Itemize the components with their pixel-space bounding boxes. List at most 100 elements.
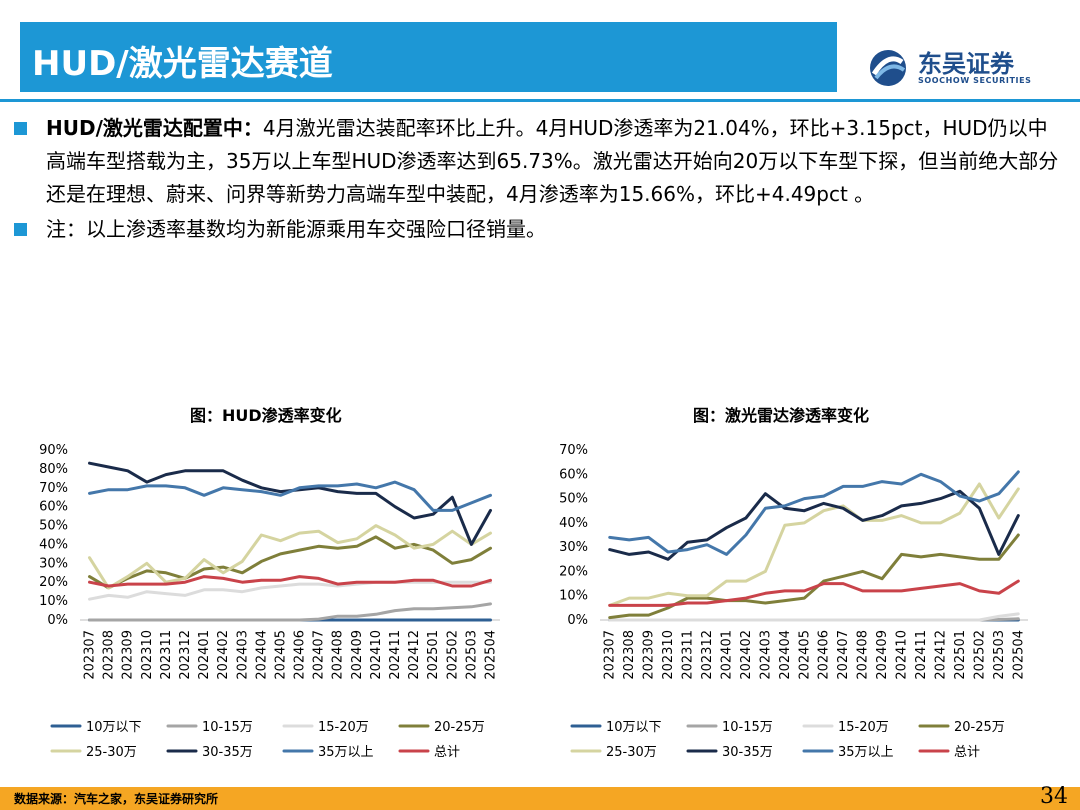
legend-label: 10-15万 bbox=[202, 720, 253, 735]
bullet-item: HUD/激光雷达配置中：4月激光雷达装配率环比上升。4月HUD渗透率为21.04… bbox=[14, 112, 1064, 211]
x-tick-label: 202501 bbox=[426, 630, 441, 680]
y-tick-label: 50% bbox=[39, 519, 68, 534]
bullet-list: HUD/激光雷达配置中：4月激光雷达装配率环比上升。4月HUD渗透率为21.04… bbox=[14, 112, 1064, 248]
x-tick-label: 202504 bbox=[1011, 630, 1026, 680]
y-tick-label: 30% bbox=[39, 556, 68, 571]
y-tick-label: 20% bbox=[559, 564, 588, 579]
y-tick-label: 30% bbox=[559, 540, 588, 555]
x-tick-label: 202502 bbox=[445, 630, 460, 680]
title-bar bbox=[20, 22, 837, 92]
x-tick-label: 202408 bbox=[331, 630, 346, 680]
x-tick-label: 202411 bbox=[388, 630, 403, 680]
bullet-square-icon bbox=[14, 122, 27, 135]
series-line bbox=[88, 480, 492, 512]
x-tick-label: 202403 bbox=[235, 630, 250, 680]
x-tick-label: 202501 bbox=[953, 630, 968, 680]
series-line bbox=[608, 482, 1020, 607]
x-tick-label: 202307 bbox=[603, 630, 618, 680]
legend-label: 15-20万 bbox=[838, 720, 889, 735]
x-tick-label: 202405 bbox=[273, 630, 288, 680]
series-line bbox=[88, 524, 492, 590]
legend-label: 25-30万 bbox=[606, 745, 657, 760]
legend-label: 10-15万 bbox=[722, 720, 773, 735]
data-source: 数据来源：汽车之家，东吴证券研究所 bbox=[14, 792, 219, 806]
y-tick-label: 70% bbox=[39, 481, 68, 496]
chart-title-lidar: 图：激光雷达渗透率变化 bbox=[693, 406, 870, 425]
y-tick-label: 60% bbox=[559, 467, 588, 482]
x-tick-label: 202407 bbox=[312, 630, 327, 680]
x-tick-label: 202310 bbox=[661, 630, 676, 680]
x-tick-label: 202311 bbox=[681, 630, 696, 680]
hud-penetration-chart: 0% 10% 20% 30% 40% 50% 60% 70% 80% 90% 202307 20230… bbox=[39, 443, 500, 760]
y-tick-label: 90% bbox=[39, 443, 68, 458]
series-line bbox=[88, 575, 492, 588]
bullet-square-icon bbox=[14, 223, 27, 236]
y-tick-label: 40% bbox=[559, 516, 588, 531]
legend-label: 20-25万 bbox=[434, 720, 485, 735]
logo-english-name: SOOCHOW SECURITIES bbox=[918, 76, 1032, 85]
x-tick-label: 202310 bbox=[140, 630, 155, 680]
legend-label: 15-20万 bbox=[318, 720, 369, 735]
y-tick-label: 10% bbox=[39, 594, 68, 609]
legend-label: 25-30万 bbox=[86, 745, 137, 760]
x-tick-label: 202502 bbox=[972, 630, 987, 680]
y-tick-label: 10% bbox=[559, 589, 588, 604]
bullet-lead: HUD/激光雷达配置中： bbox=[46, 116, 263, 140]
soochow-logo-icon bbox=[870, 50, 906, 86]
chart-title-hud: 图：HUD渗透率变化 bbox=[190, 406, 342, 425]
x-tick-label: 202308 bbox=[102, 630, 117, 680]
series-line bbox=[608, 470, 1020, 556]
x-tick-label: 202401 bbox=[719, 630, 734, 680]
x-tick-label: 202401 bbox=[197, 630, 212, 680]
page-number: 34 bbox=[1040, 784, 1068, 809]
x-tick-label: 202409 bbox=[875, 630, 890, 680]
y-tick-label: 50% bbox=[559, 492, 588, 507]
x-tick-label: 202410 bbox=[369, 630, 384, 680]
legend-label: 20-25万 bbox=[954, 720, 1005, 735]
y-tick-label: 40% bbox=[39, 537, 68, 552]
x-tick-label: 202412 bbox=[407, 630, 422, 680]
legend-label: 35万以上 bbox=[838, 745, 894, 760]
x-tick-label: 202409 bbox=[350, 630, 365, 680]
y-tick-label: 80% bbox=[39, 462, 68, 477]
series-line bbox=[608, 579, 1020, 607]
legend-label: 30-35万 bbox=[722, 745, 773, 760]
x-tick-label: 202404 bbox=[778, 630, 793, 680]
legend-label: 10万以下 bbox=[606, 720, 662, 735]
page-title: HUD/激光雷达赛道 bbox=[32, 44, 333, 84]
x-tick-label: 202312 bbox=[178, 630, 193, 680]
series-line bbox=[88, 461, 492, 546]
x-tick-label: 202503 bbox=[992, 630, 1007, 680]
x-tick-label: 202311 bbox=[159, 630, 174, 680]
bullet-item: 注：以上渗透率基数均为新能源乘用车交强险口径销量。 bbox=[14, 213, 1064, 246]
y-tick-label: 0% bbox=[47, 613, 68, 628]
x-tick-label: 202411 bbox=[914, 630, 929, 680]
x-tick-label: 202412 bbox=[933, 630, 948, 680]
y-tick-label: 60% bbox=[39, 500, 68, 515]
x-tick-label: 202307 bbox=[83, 630, 98, 680]
x-tick-label: 202410 bbox=[895, 630, 910, 680]
series-line bbox=[608, 612, 1020, 622]
logo-chinese-name: 东吴证券 bbox=[918, 50, 1014, 78]
x-tick-label: 202406 bbox=[817, 630, 832, 680]
y-tick-label: 70% bbox=[559, 443, 588, 458]
x-tick-label: 202308 bbox=[622, 630, 637, 680]
legend-label: 总计 bbox=[434, 745, 460, 760]
x-tick-label: 202504 bbox=[483, 630, 498, 680]
x-tick-label: 202402 bbox=[216, 630, 231, 680]
legend-label: 30-35万 bbox=[202, 745, 253, 760]
brand-logo: 东吴证券 SOOCHOW SECURITIES bbox=[868, 48, 1038, 90]
x-tick-label: 202309 bbox=[121, 630, 136, 680]
legend-label: 10万以下 bbox=[86, 720, 142, 735]
x-tick-label: 202402 bbox=[739, 630, 754, 680]
x-tick-label: 202404 bbox=[254, 630, 269, 680]
x-tick-label: 202406 bbox=[293, 630, 308, 680]
x-tick-label: 202309 bbox=[642, 630, 657, 680]
x-tick-label: 202405 bbox=[797, 630, 812, 680]
lidar-penetration-chart: 0% 10% 20% 30% 40% 50% 60% 70% 202307 202308 20230… bbox=[559, 443, 1028, 760]
x-tick-label: 202503 bbox=[464, 630, 479, 680]
series-line bbox=[608, 489, 1020, 561]
x-tick-label: 202312 bbox=[700, 630, 715, 680]
legend-label: 35万以上 bbox=[318, 745, 374, 760]
series-line bbox=[88, 580, 492, 601]
